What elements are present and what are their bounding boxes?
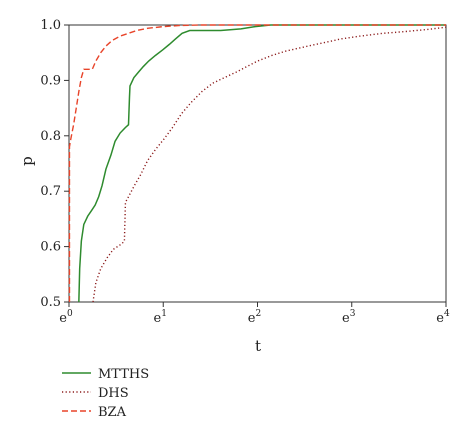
axes-layer: 0.5 0.6 0.7 0.8 0.9 1.0 e0 e1 e2 e3 e4 [40,18,450,326]
series-line-mtths [78,24,446,303]
y-tick-label: 0.8 [40,129,61,144]
y-tick-label: 0.6 [40,240,61,255]
series-layer [68,24,447,303]
y-tick-label: 0.5 [40,295,61,310]
series-line-bza [68,24,446,302]
x-tick-label: e2 [248,309,261,326]
legend: MTTHS DHS BZA [62,367,149,420]
legend-label-bza: BZA [98,405,127,420]
y-tick-label: 0.7 [40,184,61,199]
series-line-dhs [92,26,447,303]
x-tick-label: e3 [342,309,356,326]
y-axis-label: p [18,156,36,166]
x-tick-label: e0 [59,309,73,326]
x-tick-label: e4 [436,309,450,326]
y-tick-label: 1.0 [40,18,61,33]
x-tick-label: e1 [154,309,167,326]
legend-label-dhs: DHS [98,386,129,401]
x-axis-label: t [255,337,261,355]
y-tick-label: 0.9 [40,73,61,88]
legend-label-mtths: MTTHS [98,367,149,382]
